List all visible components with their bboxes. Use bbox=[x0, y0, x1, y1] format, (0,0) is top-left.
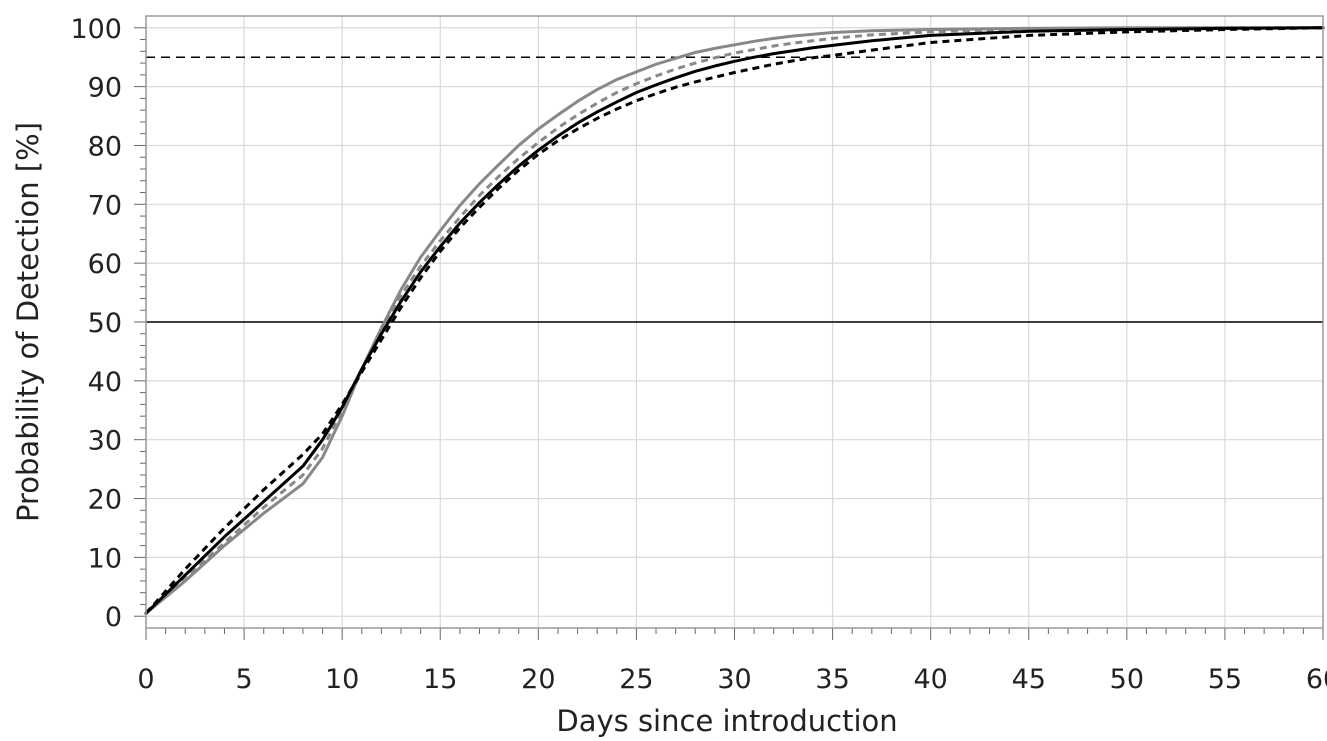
y-tick-label: 70 bbox=[88, 190, 122, 221]
x-tick-label: 20 bbox=[521, 664, 555, 695]
y-tick-label: 10 bbox=[88, 543, 122, 574]
x-tick-label: 5 bbox=[235, 664, 252, 695]
reference-lines bbox=[146, 56, 1323, 323]
plot-frame bbox=[145, 15, 1324, 629]
y-tick-label: 80 bbox=[88, 131, 122, 162]
x-tick-label: 60 bbox=[1306, 664, 1327, 695]
x-tick-label: 30 bbox=[717, 664, 751, 695]
y-tick-label: 20 bbox=[88, 485, 122, 516]
minor-ticks bbox=[134, 27, 1324, 640]
y-axis-label: Probability of Detection [%] bbox=[11, 122, 45, 522]
x-axis-label: Days since introduction bbox=[556, 704, 897, 737]
x-tick-label: 40 bbox=[913, 664, 947, 695]
y-tick-labels: 0 10 20 30 40 50 60 70 80 90 100 bbox=[70, 14, 122, 633]
y-tick-label: 60 bbox=[88, 249, 122, 280]
y-tick-label: 30 bbox=[88, 426, 122, 457]
y-tick-label: 50 bbox=[88, 308, 122, 339]
y-tick-label: 40 bbox=[88, 367, 122, 398]
y-tick-label: 100 bbox=[70, 14, 122, 45]
x-tick-label: 0 bbox=[137, 664, 154, 695]
x-tick-label: 45 bbox=[1012, 664, 1046, 695]
series-line-4 bbox=[144, 26, 1324, 615]
x-tick-label: 50 bbox=[1110, 664, 1144, 695]
x-tick-label: 15 bbox=[423, 664, 457, 695]
series-lines bbox=[144, 26, 1325, 615]
x-tick-label: 10 bbox=[325, 664, 359, 695]
x-tick-label: 55 bbox=[1208, 664, 1242, 695]
x-tick-label: 25 bbox=[619, 664, 653, 695]
x-tick-label: 35 bbox=[815, 664, 849, 695]
x-tick-labels: 0 5 10 15 20 25 30 35 40 45 50 55 60 bbox=[137, 664, 1327, 695]
y-tick-label: 0 bbox=[105, 602, 122, 633]
y-tick-label: 90 bbox=[88, 73, 122, 104]
series-line-1 bbox=[144, 26, 1325, 615]
